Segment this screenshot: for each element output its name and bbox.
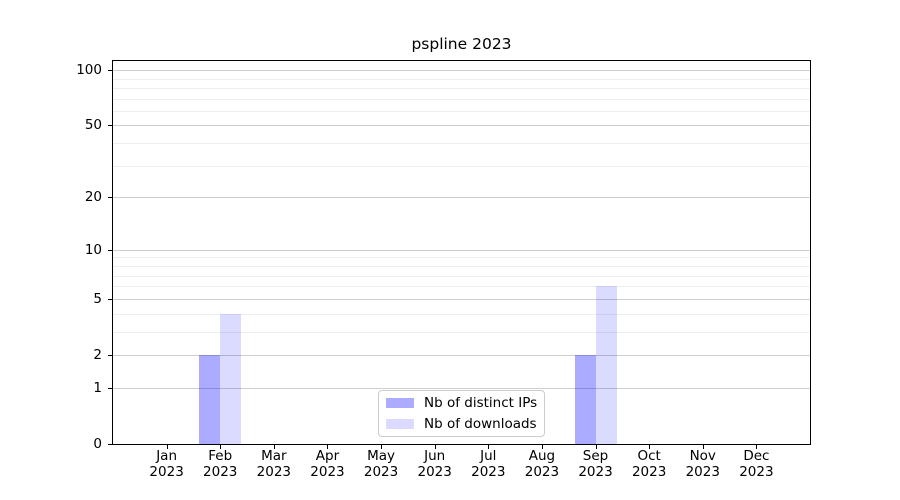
x-tick-label: Aug 2023 bbox=[524, 448, 560, 480]
gridline-major bbox=[113, 197, 810, 199]
y-tick bbox=[108, 70, 113, 72]
bar-nb-of-distinct-ips bbox=[199, 355, 221, 444]
y-tick bbox=[108, 387, 113, 389]
gridline-major bbox=[113, 298, 810, 300]
y-tick-label: 20 bbox=[84, 189, 102, 206]
gridline-minor bbox=[113, 143, 810, 145]
x-tick bbox=[220, 445, 222, 449]
x-tick bbox=[702, 445, 704, 449]
gridline-minor bbox=[113, 78, 810, 80]
chart-title: pspline 2023 bbox=[411, 35, 512, 53]
x-tick-label: Feb 2023 bbox=[203, 448, 238, 480]
x-tick-label: May 2023 bbox=[363, 448, 399, 480]
y-tick-label: 5 bbox=[93, 290, 102, 307]
y-tick-label: 50 bbox=[84, 117, 102, 134]
gridline-minor bbox=[113, 110, 810, 112]
x-tick bbox=[595, 445, 597, 449]
gridline-major bbox=[113, 387, 810, 389]
x-tick-label: Apr 2023 bbox=[310, 448, 345, 480]
y-tick-label: 0 bbox=[93, 436, 102, 452]
gridline-minor bbox=[113, 313, 810, 315]
y-tick-label: 10 bbox=[84, 241, 102, 258]
x-tick bbox=[381, 445, 383, 449]
bar-nb-of-downloads bbox=[595, 286, 617, 444]
gridline-minor bbox=[113, 257, 810, 259]
legend-label: Nb of downloads bbox=[424, 416, 537, 432]
y-tick bbox=[108, 197, 113, 199]
legend-swatch-downloads bbox=[386, 419, 414, 429]
legend-label: Nb of distinct IPs bbox=[424, 395, 538, 411]
y-tick-label: 100 bbox=[76, 62, 102, 79]
x-tick bbox=[327, 445, 329, 449]
legend-item: Nb of distinct IPs bbox=[386, 395, 544, 411]
plot-area bbox=[112, 60, 811, 445]
x-tick-label: Dec 2023 bbox=[739, 448, 774, 480]
x-tick bbox=[541, 445, 543, 449]
gridline-major bbox=[113, 249, 810, 251]
x-tick-label: Jan 2023 bbox=[149, 448, 184, 480]
x-tick-label: Mar 2023 bbox=[256, 448, 292, 480]
x-tick bbox=[166, 445, 168, 449]
gridline-minor bbox=[113, 265, 810, 267]
gridline-major bbox=[113, 70, 810, 72]
bar-nb-of-downloads bbox=[220, 313, 242, 444]
x-tick-label: Jul 2023 bbox=[471, 448, 506, 480]
legend-swatch-distinct-ips bbox=[386, 398, 414, 408]
x-tick bbox=[488, 445, 490, 449]
x-tick-label: Oct 2023 bbox=[631, 448, 667, 480]
x-tick-label: Nov 2023 bbox=[685, 448, 720, 480]
gridline-minor bbox=[113, 286, 810, 288]
y-tick bbox=[108, 444, 113, 445]
gridline-major bbox=[113, 354, 810, 356]
y-tick bbox=[108, 249, 113, 251]
legend-item: Nb of downloads bbox=[386, 416, 544, 432]
y-tick bbox=[108, 298, 113, 300]
gridline-minor bbox=[113, 165, 810, 167]
x-tick-label: Jun 2023 bbox=[417, 448, 452, 480]
gridline-minor bbox=[113, 331, 810, 333]
gridline-minor bbox=[113, 98, 810, 100]
x-tick-label: Sep 2023 bbox=[578, 448, 613, 480]
y-tick bbox=[108, 125, 113, 127]
gridline-minor bbox=[113, 275, 810, 277]
y-tick-label: 1 bbox=[93, 379, 102, 396]
x-tick bbox=[273, 445, 275, 449]
bar-nb-of-distinct-ips bbox=[574, 355, 596, 444]
x-tick bbox=[434, 445, 436, 449]
x-tick bbox=[649, 445, 651, 449]
gridline-major bbox=[113, 125, 810, 127]
y-tick bbox=[108, 354, 113, 356]
x-tick bbox=[756, 445, 758, 449]
gridline-minor bbox=[113, 87, 810, 89]
y-tick-label: 2 bbox=[93, 346, 102, 363]
legend: Nb of distinct IPs Nb of downloads bbox=[378, 390, 545, 437]
